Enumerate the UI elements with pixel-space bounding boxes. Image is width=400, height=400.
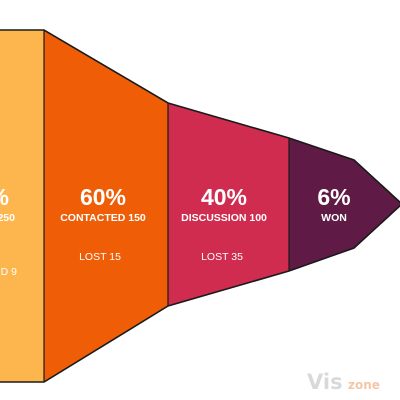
stage-lost: D 9 — [1, 266, 18, 278]
funnel-stage-contacted — [44, 30, 168, 382]
funnel-stage-partial — [0, 30, 44, 382]
stage-lost: LOST 35 — [201, 251, 243, 263]
stage-lost: LOST 15 — [79, 251, 121, 263]
stage-label: WON — [321, 212, 347, 224]
funnel-stage-won — [289, 138, 400, 271]
stage-percent: % — [0, 184, 9, 210]
watermark-text: zone — [348, 378, 380, 392]
stage-label: 250 — [0, 212, 15, 224]
stage-label: CONTACTED 150 — [60, 212, 146, 224]
stage-percent: 40% — [201, 184, 247, 210]
funnel-stage-discussion — [168, 103, 289, 306]
stage-percent: 60% — [80, 184, 126, 210]
stage-label: DISCUSSION 100 — [181, 212, 267, 224]
funnel-outline — [0, 29, 400, 383]
stage-percent: 6% — [317, 184, 350, 210]
funnel-segments — [0, 30, 400, 382]
watermark-logo: Vis zone — [307, 370, 380, 394]
watermark-text: Vis — [307, 370, 343, 394]
